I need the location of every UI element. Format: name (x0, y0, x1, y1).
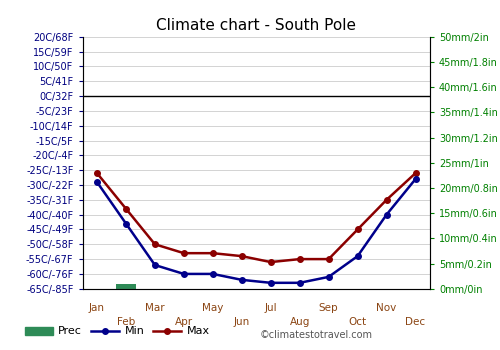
Text: Mar: Mar (145, 303, 165, 313)
Text: Jun: Jun (234, 316, 250, 327)
Text: Nov: Nov (376, 303, 396, 313)
Text: Feb: Feb (117, 316, 135, 327)
Text: Jul: Jul (264, 303, 277, 313)
Bar (116, 284, 136, 289)
Text: Aug: Aug (290, 316, 310, 327)
Text: Apr: Apr (175, 316, 193, 327)
Text: Sep: Sep (319, 303, 338, 313)
Title: Climate chart - South Pole: Climate chart - South Pole (156, 18, 356, 33)
Text: Oct: Oct (348, 316, 366, 327)
Text: May: May (202, 303, 224, 313)
Text: Dec: Dec (406, 316, 425, 327)
Text: ©climatestotravel.com: ©climatestotravel.com (260, 329, 373, 340)
Text: Jan: Jan (89, 303, 105, 313)
Legend: Prec, Min, Max: Prec, Min, Max (20, 322, 214, 341)
